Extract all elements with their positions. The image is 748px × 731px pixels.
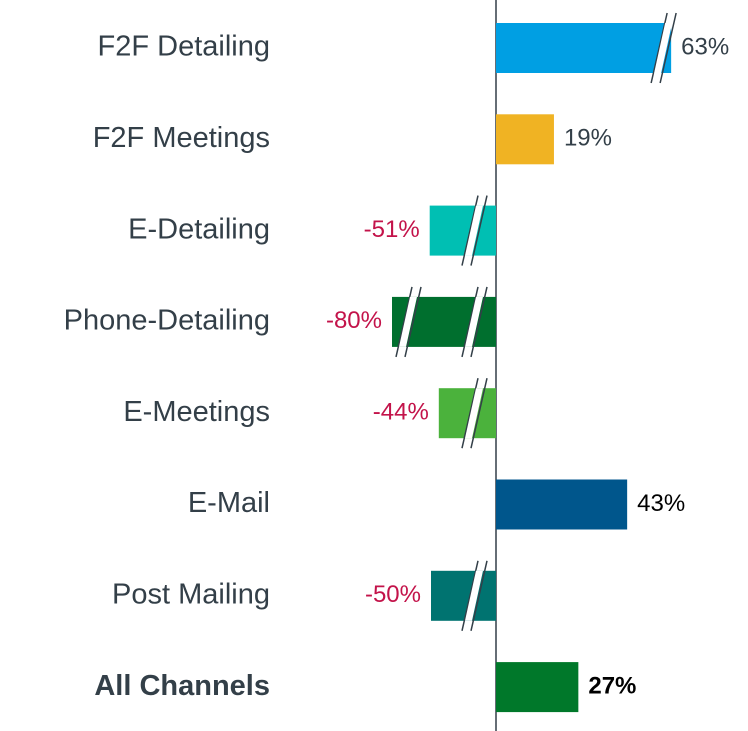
value-label: -44% [373,399,429,426]
category-label: Phone-Detailing [64,305,270,337]
value-label: 19% [564,125,612,152]
break-gap [465,205,483,256]
break-gap [465,570,483,621]
value-label: -50% [365,581,421,608]
break-mark [461,378,479,449]
break-mark [650,12,668,84]
value-label: 63% [681,33,729,60]
category-label: E-Meetings [123,396,270,428]
category-label: F2F Detailing [98,31,270,63]
bar [431,570,496,621]
category-label: All Channels [94,670,270,702]
value-label: -80% [326,307,382,334]
break-gap [399,296,417,347]
bar [429,205,496,256]
break-gap [465,388,483,439]
category-label: Post Mailing [112,578,270,610]
value-label: 27% [588,672,636,699]
break-mark [461,286,479,358]
break-mark [470,560,488,631]
break-mark [404,286,422,358]
break-gap [654,23,673,73]
value-label: -51% [364,216,420,243]
break-mark [461,560,479,631]
bar [496,662,579,713]
break-mark [395,286,413,358]
category-label: E-Detailing [128,213,270,245]
break-mark [659,12,677,84]
break-mark [470,286,488,358]
value-label: 43% [637,490,685,517]
break-mark [461,195,479,266]
category-label: F2F Meetings [93,122,270,154]
break-mark [470,195,488,266]
bar [496,114,554,165]
break-mark [470,378,488,449]
bar [496,23,672,73]
bar [496,479,628,530]
category-label: E-Mail [188,487,270,519]
break-gap [465,296,483,347]
